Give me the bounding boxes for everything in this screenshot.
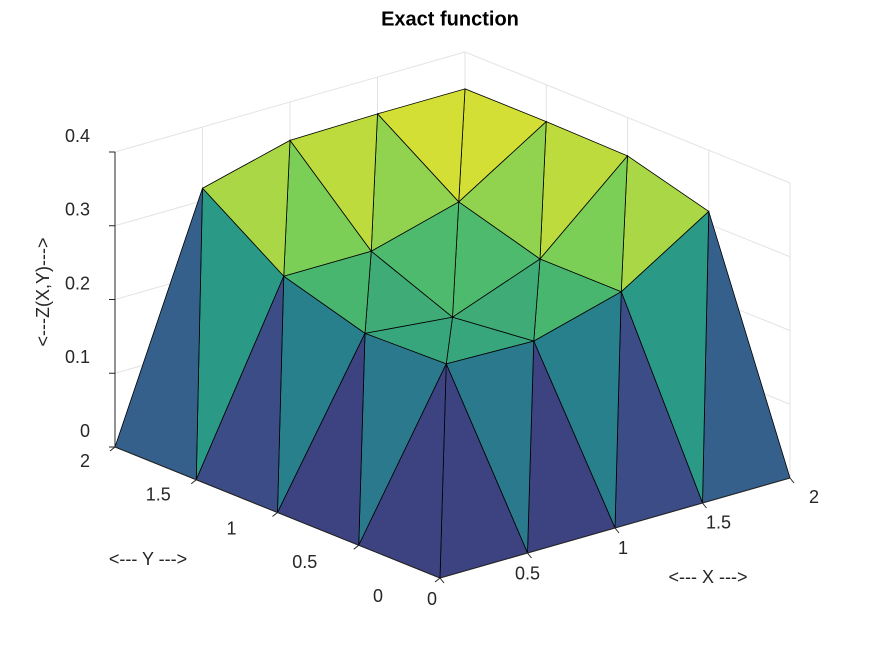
z-tick-label: 0.1: [65, 347, 90, 367]
y-tick: [190, 479, 197, 485]
surface-face: [114, 188, 203, 481]
chart-title: Exact function: [381, 8, 519, 30]
y-tick-label: 1: [226, 518, 236, 538]
x-tick: [702, 502, 707, 509]
x-tick: [527, 552, 532, 559]
y-tick-label: 2: [80, 451, 90, 471]
x-tick: [614, 527, 620, 534]
z-tick-label: 0.3: [65, 200, 90, 220]
x-tick: [789, 477, 795, 484]
grid-line: [464, 51, 791, 184]
y-tick: [272, 512, 278, 517]
z-tick-label: 0.4: [65, 126, 90, 146]
grid-line: [114, 51, 466, 153]
x-tick-label: 1.5: [706, 512, 731, 532]
x-tick-label: 1: [618, 538, 628, 558]
z-tick-label: 0: [80, 421, 90, 441]
x-tick-label: 0: [427, 589, 437, 609]
z-tick-label: 0.2: [65, 273, 90, 293]
x-tick: [439, 577, 445, 584]
y-tick-label: 1.5: [146, 485, 171, 505]
z-axis-label: <---Z(X,Y)--->: [33, 238, 53, 347]
x-tick-label: 0.5: [515, 563, 540, 583]
x-tick-label: 2: [809, 487, 819, 507]
y-tick: [434, 577, 441, 583]
y-tick-label: 0.5: [292, 552, 317, 572]
y-tick: [109, 446, 116, 452]
y-tick-label: 0: [373, 586, 383, 606]
y-axis-label: <--- Y --->: [109, 549, 187, 569]
x-axis-label: <--- X --->: [669, 567, 748, 587]
y-tick: [353, 544, 360, 550]
surface-face: [702, 211, 791, 504]
